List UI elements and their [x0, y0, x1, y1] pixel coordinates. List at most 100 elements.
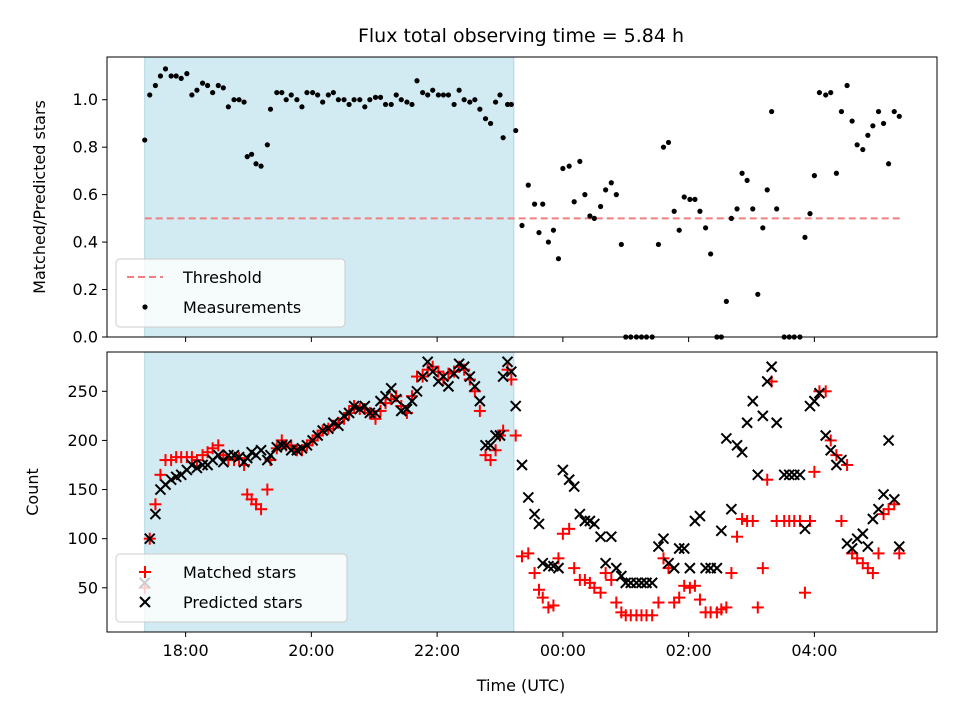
measurement-point — [264, 142, 270, 148]
predicted-star-point — [442, 380, 455, 393]
measurement-point — [152, 82, 159, 89]
predicted-star-point — [825, 444, 837, 456]
time-x-tick-label: 18:00 — [163, 641, 209, 660]
predicted-star-point — [510, 400, 522, 412]
count-y-tick-label: 250 — [67, 382, 98, 401]
measurement-point — [750, 206, 756, 212]
measurement-point — [838, 108, 845, 115]
measurement-point — [377, 94, 384, 100]
predicted-star-point — [599, 557, 612, 569]
matched-star-point — [678, 579, 691, 592]
matched-star-point — [756, 562, 769, 575]
measurement-point — [760, 225, 766, 231]
measurement-point — [603, 187, 609, 193]
predicted-star-point — [212, 449, 225, 461]
measurement-point — [497, 92, 503, 98]
measurement-point — [330, 89, 336, 96]
matched-star-point — [547, 599, 560, 612]
predicted-star-point — [752, 469, 764, 481]
measurement-point — [728, 215, 734, 221]
predicted-star-point — [411, 385, 423, 398]
predicted-star-point — [778, 469, 790, 481]
matched-star-point — [798, 586, 811, 599]
measurement-point — [162, 66, 169, 72]
measurement-point — [508, 101, 514, 108]
measurement-point — [545, 239, 552, 245]
count-legend: Matched stars Predicted stars — [115, 553, 348, 623]
predicted-star-point — [882, 434, 895, 447]
matched-star-point — [255, 503, 268, 516]
ratio-y-axis-label: Matched/Predicted stars — [30, 100, 49, 294]
predicted-star-point — [489, 429, 502, 442]
measurement-point — [734, 206, 740, 212]
measurement-point — [409, 101, 415, 108]
matched-star-point — [731, 530, 744, 543]
predicted-star-point — [516, 459, 528, 471]
measurement-point — [755, 291, 761, 297]
measurement-point — [540, 201, 546, 207]
predicted-star-points — [139, 356, 905, 589]
measurement-point — [142, 137, 148, 143]
predicted-star-point — [484, 439, 497, 452]
matched-star-point — [746, 514, 759, 527]
count-y-axis: 50 100 150 200 250 — [67, 382, 107, 597]
measurement-point — [550, 227, 557, 233]
measurement-point — [220, 85, 226, 91]
matched-star-point — [185, 451, 198, 464]
predicted-star-point — [574, 508, 586, 520]
measurement-point — [597, 203, 604, 210]
measurement-point — [587, 213, 593, 219]
measurement-point — [774, 206, 780, 212]
measurement-point — [456, 87, 462, 93]
matched-star-point — [473, 404, 486, 417]
predicted-star-point — [264, 449, 277, 461]
measurement-point — [571, 199, 577, 205]
predicted-star-point — [736, 446, 748, 458]
matched-star-point — [866, 567, 879, 580]
matched-star-point — [484, 454, 497, 467]
predicted-star-point — [149, 508, 162, 520]
measurement-point — [723, 298, 729, 305]
predicted-star-point — [673, 542, 685, 555]
measurement-point — [304, 89, 310, 96]
matched-star-point — [522, 547, 535, 560]
predicted-star-point — [630, 577, 643, 589]
predicted-star-point — [416, 370, 429, 383]
predicted-star-point — [144, 532, 156, 545]
count-y-tick-label: 100 — [67, 529, 98, 548]
matched-star-point — [149, 498, 162, 511]
matched-star-point — [154, 468, 167, 481]
measurement-point — [536, 229, 542, 236]
matched-star-point — [261, 483, 274, 496]
measurement-point — [618, 241, 624, 248]
measurement-point — [844, 82, 850, 89]
predicted-star-point — [862, 540, 874, 553]
measurement-point — [210, 89, 216, 96]
measurement-point — [582, 192, 588, 198]
predicted-star-point — [783, 469, 795, 481]
ratio-y-tick-label: 1.0 — [73, 90, 98, 109]
measurement-point — [854, 142, 860, 148]
matched-star-point — [652, 596, 665, 609]
measurement-point — [184, 71, 190, 77]
measurement-point — [811, 173, 817, 179]
predicted-star-point — [725, 503, 738, 515]
measurement-point — [875, 108, 882, 115]
measurement-point — [513, 127, 519, 134]
matched-star-point — [835, 514, 848, 527]
matched-star-point — [442, 367, 455, 380]
matched-star-point — [610, 596, 623, 609]
predicted-star-point — [668, 562, 680, 574]
measurement-point — [744, 177, 750, 183]
predicted-legend-label: Predicted stars — [183, 593, 303, 612]
predicted-star-point — [479, 439, 492, 452]
predicted-star-point — [217, 456, 230, 468]
measurement-point — [860, 146, 866, 153]
measurement-point — [372, 94, 379, 100]
predicted-star-point — [359, 400, 371, 412]
time-x-tick-label: 00:00 — [540, 641, 586, 660]
time-x-tick-label: 02:00 — [666, 641, 712, 660]
matched-star-point — [720, 601, 733, 614]
predicted-star-point — [369, 407, 382, 419]
matched-star-point — [196, 449, 209, 462]
